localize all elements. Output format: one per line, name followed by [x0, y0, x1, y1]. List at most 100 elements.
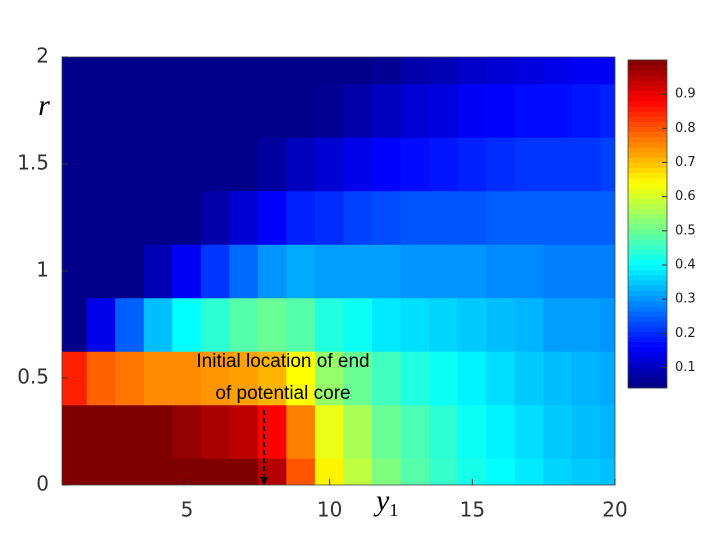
- heat-cell: [371, 404, 402, 459]
- colorbar-slice: [628, 356, 667, 363]
- colorbar-slice: [628, 198, 667, 204]
- colorbar: 0.1 0.2 0.3 0.4 0.5 0.6 0.7 0.8 0.9: [627, 59, 696, 389]
- heat-cell: [115, 83, 145, 138]
- heat-cell: [400, 350, 431, 406]
- heat-cell: [486, 83, 516, 138]
- colorbar-tick-label: 0.6: [675, 189, 696, 204]
- heat-cell: [571, 57, 602, 85]
- y-tick-label: 1: [36, 258, 49, 282]
- heat-cell: [257, 57, 288, 85]
- heat-cell: [143, 457, 174, 485]
- colorbar-slice: [628, 218, 667, 225]
- heat-cell: [543, 190, 573, 245]
- heat-cell: [486, 136, 516, 192]
- heat-cell: [600, 404, 615, 459]
- heat-cell: [229, 457, 259, 485]
- heat-cell: [314, 136, 345, 192]
- colorbar-slice: [628, 131, 667, 138]
- heat-cell: [457, 83, 488, 138]
- colorbar-tick-label: 0.3: [675, 292, 696, 307]
- colorbar-slice: [628, 157, 667, 163]
- colorbar-slice: [628, 274, 667, 281]
- colorbar-slice: [628, 305, 667, 312]
- heat-cell: [200, 297, 231, 352]
- colorbar-tick-label: 0.5: [675, 223, 696, 238]
- heat-cell: [371, 457, 402, 485]
- heat-cell: [200, 136, 231, 192]
- colorbar-slice: [628, 64, 667, 71]
- colorbar-slice: [628, 382, 667, 389]
- x-tick-label: 20: [602, 498, 627, 522]
- heat-cell: [229, 57, 259, 85]
- heat-cell: [200, 57, 231, 85]
- heat-cell: [172, 297, 202, 352]
- y-axis-label: r: [38, 89, 50, 122]
- colorbar-slice: [628, 290, 667, 297]
- colorbar-slice: [628, 259, 667, 266]
- heat-cell: [429, 136, 459, 192]
- heat-cell: [86, 297, 117, 352]
- colorbar-slice: [628, 341, 667, 348]
- heat-cell: [62, 297, 88, 352]
- colorbar-slice: [628, 269, 667, 276]
- heat-cell: [486, 350, 516, 406]
- colorbar-slice: [628, 254, 667, 261]
- colorbar-slice: [628, 285, 667, 291]
- heat-cell: [600, 136, 615, 192]
- heat-cell: [486, 404, 516, 459]
- heat-cell: [343, 243, 373, 299]
- heat-cell: [286, 457, 316, 485]
- x-tick-label: 15: [460, 498, 485, 522]
- heat-cell: [600, 83, 615, 138]
- heat-cell: [371, 136, 402, 192]
- heat-cell: [229, 350, 259, 406]
- colorbar-slice: [628, 310, 667, 317]
- y-tick-label: 1.5: [17, 151, 49, 175]
- heat-cell: [86, 457, 117, 485]
- heat-cell: [286, 297, 316, 352]
- heat-cell: [200, 404, 231, 459]
- heat-cell: [429, 243, 459, 299]
- heat-cell: [229, 83, 259, 138]
- heat-cell: [200, 83, 231, 138]
- x-axis-label: y1: [373, 484, 398, 520]
- heat-cell: [543, 57, 573, 85]
- colorbar-slice: [628, 233, 667, 240]
- heat-cell: [286, 243, 316, 299]
- heat-cell: [257, 404, 288, 459]
- heat-cell: [314, 190, 345, 245]
- heat-cell: [571, 190, 602, 245]
- colorbar-slice: [628, 162, 667, 168]
- colorbar-slice: [628, 177, 667, 184]
- colorbar-slice: [628, 208, 667, 215]
- heat-cell: [457, 243, 488, 299]
- heat-cell: [62, 404, 88, 459]
- heat-cell: [600, 297, 615, 352]
- heat-cell: [571, 404, 602, 459]
- colorbar-slice: [628, 172, 667, 179]
- heat-cell: [143, 136, 174, 192]
- heat-cell: [371, 243, 402, 299]
- heat-cell: [486, 297, 516, 352]
- heat-cell: [286, 83, 316, 138]
- colorbar-slice: [628, 264, 667, 271]
- heatmap: [62, 57, 615, 485]
- heat-cell: [429, 350, 459, 406]
- heat-cell: [86, 136, 117, 192]
- colorbar-slice: [628, 75, 667, 81]
- heat-cell: [86, 83, 117, 138]
- colorbar-slice: [628, 126, 667, 133]
- heat-cell: [400, 297, 431, 352]
- y-tick-label: 0: [36, 472, 49, 496]
- heat-cell: [457, 404, 488, 459]
- heat-cell: [571, 350, 602, 406]
- heat-cell: [62, 83, 88, 138]
- heat-cell: [571, 457, 602, 485]
- heat-cell: [543, 83, 573, 138]
- heat-cell: [86, 57, 117, 85]
- heat-cell: [200, 350, 231, 406]
- heat-cell: [229, 190, 259, 245]
- heat-cell: [543, 136, 573, 192]
- heat-cell: [571, 297, 602, 352]
